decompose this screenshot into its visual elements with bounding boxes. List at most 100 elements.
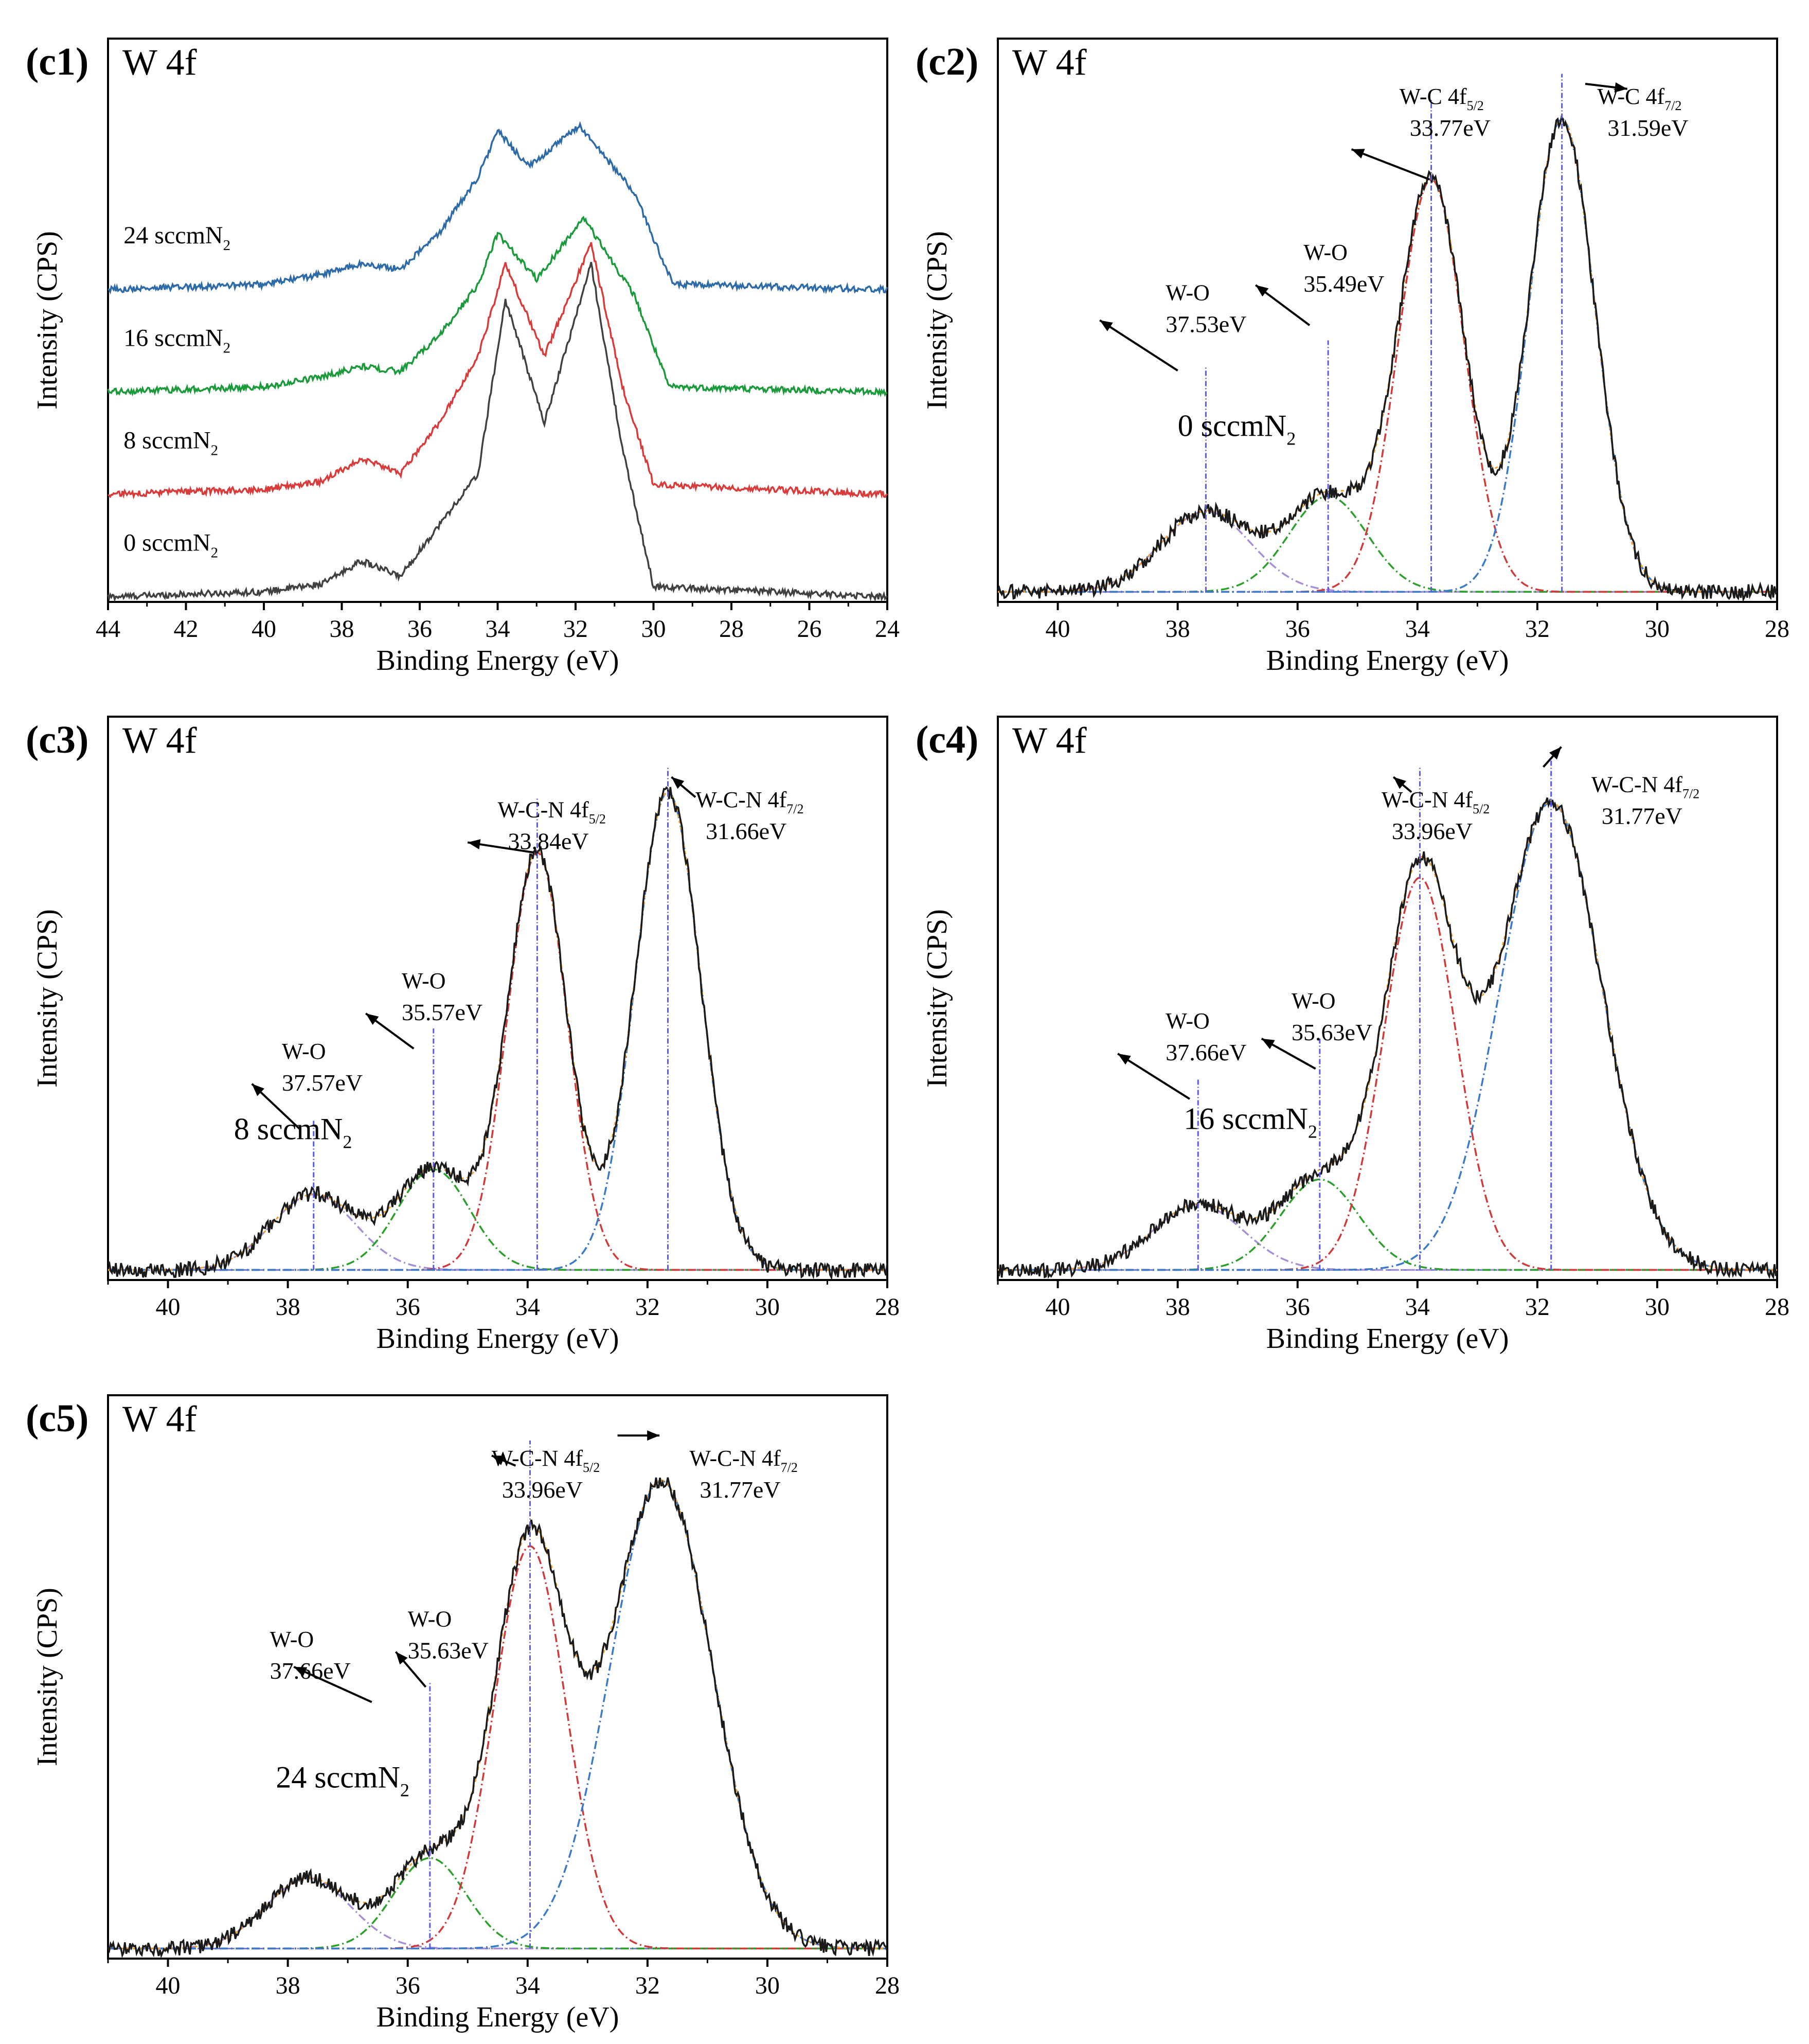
experimental-spectrum bbox=[108, 786, 888, 1281]
x-tick-label: 38 bbox=[330, 615, 354, 643]
x-tick-label: 36 bbox=[396, 1293, 420, 1321]
peak-name-label: W-O bbox=[1303, 240, 1348, 265]
label-arrow bbox=[1351, 148, 1430, 181]
component-peak bbox=[998, 118, 1777, 593]
x-tick-label: 30 bbox=[1645, 615, 1670, 643]
peak-value-label: 31.77eV bbox=[700, 1477, 780, 1503]
condition-label: 8 sccmN2 bbox=[234, 1112, 352, 1152]
fit-envelope bbox=[108, 791, 887, 1271]
x-tick-label: 30 bbox=[1645, 1293, 1670, 1321]
condition-label: 16 sccmN2 bbox=[1184, 1102, 1317, 1142]
x-tick-label: 28 bbox=[875, 1972, 900, 1999]
x-tick-label: 34 bbox=[1405, 615, 1430, 643]
series-line bbox=[107, 262, 888, 602]
panel-c3: 40 38 36 34 32 30 28 Binding Energy (eV) Intensi… bbox=[26, 716, 900, 1355]
x-tick-label: 32 bbox=[635, 1293, 660, 1321]
peak-name-label: W-C-N 4f7/2 bbox=[1591, 772, 1699, 802]
x-tick-label: 28 bbox=[1765, 615, 1789, 643]
component-peak bbox=[108, 1480, 887, 1950]
x-tick-label: 32 bbox=[563, 615, 588, 643]
panel-c1: 44 42 40 38 36 34 32 30 28 26 24 Binding Energy (eV… bbox=[26, 38, 900, 677]
peak-value-label: 31.59eV bbox=[1607, 115, 1688, 141]
experimental-spectrum bbox=[997, 797, 1778, 1280]
x-tick-label: 34 bbox=[486, 615, 510, 643]
fit-envelope bbox=[108, 1479, 887, 1949]
experimental-spectrum bbox=[107, 1477, 888, 1959]
experimental-spectrum bbox=[997, 115, 1778, 602]
x-tick-label: 40 bbox=[1046, 1293, 1070, 1321]
panel-c4: 40 38 36 34 32 30 28 Binding Energy (eV) Intensi… bbox=[916, 716, 1789, 1355]
peak-name-label: W-O bbox=[402, 968, 446, 993]
x-axis-label: Binding Energy (eV) bbox=[1266, 1323, 1509, 1355]
series-line bbox=[108, 121, 888, 295]
y-axis-label: Intensity (CPS) bbox=[31, 909, 63, 1088]
x-tick-label: 32 bbox=[1525, 1293, 1550, 1321]
label-arrow bbox=[617, 1430, 660, 1441]
x-tick-label: 34 bbox=[515, 1972, 540, 1999]
x-tick-label: 30 bbox=[755, 1972, 780, 1999]
label-arrow bbox=[1261, 1037, 1316, 1070]
peak-name-label: W-C-N 4f7/2 bbox=[695, 787, 803, 816]
y-axis-label: Intensity (CPS) bbox=[31, 1588, 63, 1766]
peak-value-label: 35.63eV bbox=[1292, 1019, 1372, 1045]
label-arrow bbox=[491, 1454, 516, 1467]
x-tick-label: 36 bbox=[1285, 615, 1310, 643]
peak-value-label: 35.63eV bbox=[408, 1638, 489, 1664]
x-tick-label: 28 bbox=[719, 615, 744, 643]
component-peak bbox=[108, 791, 887, 1271]
plot-frame bbox=[107, 1394, 888, 1960]
label-arrow bbox=[365, 1012, 415, 1050]
x-tick-label: 40 bbox=[156, 1293, 181, 1321]
component-peak bbox=[998, 510, 1777, 593]
label-arrow bbox=[1392, 776, 1412, 793]
x-tick-label: 34 bbox=[1405, 1293, 1430, 1321]
x-tick-label: 44 bbox=[96, 615, 120, 643]
panel-label: (c4) bbox=[916, 718, 978, 761]
series-line bbox=[108, 242, 888, 500]
peak-value-label: 37.66eV bbox=[270, 1658, 351, 1684]
component-peak bbox=[108, 1168, 887, 1271]
label-arrow bbox=[1099, 319, 1178, 371]
x-tick-label: 38 bbox=[1166, 615, 1190, 643]
y-axis-label: Intensity (CPS) bbox=[921, 231, 953, 410]
x-tick-label: 24 bbox=[875, 615, 900, 643]
x-tick-label: 40 bbox=[156, 1972, 181, 1999]
x-tick-label: 38 bbox=[1166, 1293, 1190, 1321]
peak-name-label: W-O bbox=[1166, 1008, 1210, 1034]
plot-frame bbox=[107, 716, 888, 1281]
peak-name-label: W-O bbox=[1166, 280, 1210, 305]
peak-name-label: W-C-N 4f5/2 bbox=[492, 1446, 600, 1475]
x-tick-label: 40 bbox=[252, 615, 276, 643]
x-tick-label: 36 bbox=[407, 615, 432, 643]
panel-c2: 40 38 36 34 32 30 28 Binding Energy (eV) Intensi… bbox=[916, 38, 1789, 677]
series-label: 0 sccmN2 bbox=[123, 529, 218, 561]
peak-value-label: 31.77eV bbox=[1602, 803, 1682, 829]
series-label: 8 sccmN2 bbox=[123, 426, 218, 458]
x-tick-label: 40 bbox=[1046, 615, 1070, 643]
y-axis-label: Intensity (CPS) bbox=[31, 231, 63, 410]
series-label: 24 sccmN2 bbox=[123, 222, 230, 254]
peak-name-label: W-O bbox=[1292, 988, 1336, 1014]
plot-frame bbox=[997, 716, 1778, 1281]
x-axis-label: Binding Energy (eV) bbox=[377, 645, 619, 677]
component-peak bbox=[998, 877, 1777, 1271]
label-arrow bbox=[1585, 82, 1627, 93]
peak-name-label: W-O bbox=[270, 1627, 314, 1652]
panel-label: (c3) bbox=[26, 718, 88, 761]
component-peak bbox=[998, 1203, 1777, 1271]
panel-title: W 4f bbox=[122, 42, 197, 83]
x-tick-label: 32 bbox=[635, 1972, 660, 1999]
fit-envelope bbox=[998, 118, 1777, 593]
peak-value-label: 33.96eV bbox=[502, 1477, 583, 1503]
y-axis-label: Intensity (CPS) bbox=[921, 909, 953, 1088]
panel-label: (c5) bbox=[26, 1397, 88, 1440]
x-tick-label: 36 bbox=[396, 1972, 420, 1999]
x-tick-label: 38 bbox=[276, 1972, 300, 1999]
label-arrow bbox=[395, 1651, 427, 1688]
peak-name-label: W-C-N 4f7/2 bbox=[689, 1446, 797, 1475]
series-line bbox=[107, 216, 888, 398]
x-tick-label: 28 bbox=[1765, 1293, 1789, 1321]
panel-title: W 4f bbox=[1012, 720, 1087, 761]
component-peak bbox=[108, 1545, 887, 1950]
